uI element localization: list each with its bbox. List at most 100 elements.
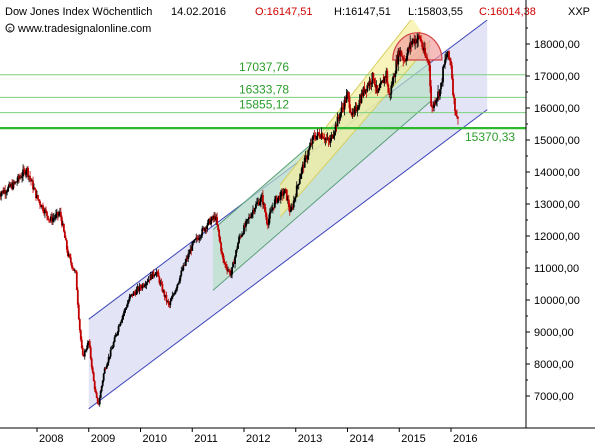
candle-body: [456, 115, 458, 117]
candle-body: [223, 259, 225, 263]
candle-body: [5, 192, 8, 194]
candle-body: [131, 294, 134, 296]
candle-body: [395, 60, 398, 74]
candle-body: [241, 234, 243, 237]
candle-body: [6, 191, 9, 193]
candle-body: [41, 205, 43, 208]
candle-body: [56, 212, 58, 215]
candle-body: [38, 199, 40, 202]
candle-body: [362, 87, 365, 96]
candle-body: [95, 392, 98, 398]
steep-channel-fill: [280, 20, 431, 217]
candle-body: [154, 274, 157, 276]
candle-body: [100, 385, 103, 392]
candle-body: [45, 209, 47, 212]
candle-body: [405, 59, 408, 61]
candle-body: [141, 284, 144, 289]
candle-body: [366, 85, 369, 92]
candle-body: [2, 190, 5, 194]
candle-body: [9, 183, 12, 187]
candle-body: [112, 342, 115, 347]
candle-body: [19, 177, 21, 179]
candle-body: [1, 190, 4, 194]
candle-body: [384, 77, 387, 78]
candle-body: [221, 251, 224, 254]
candle-body: [75, 271, 78, 291]
candle-body: [350, 112, 353, 115]
candle-body: [0, 193, 3, 197]
candle-body: [402, 57, 405, 61]
candle-body: [82, 354, 85, 357]
candle-body: [448, 51, 450, 59]
candle-body: [102, 373, 105, 381]
candle-body: [121, 315, 124, 321]
candle-body: [202, 227, 205, 229]
high-value: H:16147,51: [334, 6, 391, 18]
candle-body: [335, 124, 338, 127]
candle-body: [20, 177, 22, 179]
candle-body: [427, 60, 430, 62]
candle-body: [263, 204, 266, 212]
candle-body: [77, 304, 80, 320]
candle-body: [106, 362, 109, 366]
copyright-icon-glyph: c: [8, 26, 12, 33]
candle-body: [93, 381, 96, 390]
candle-body: [336, 116, 339, 127]
candle-body: [217, 224, 220, 230]
candle-body: [376, 85, 379, 93]
candle-body: [72, 268, 75, 271]
candle-body: [358, 99, 361, 107]
candle-body: [418, 35, 421, 37]
candle-body: [55, 214, 57, 218]
x-tick-label: 2009: [91, 433, 115, 445]
candle-body: [139, 285, 142, 288]
candle-body: [420, 39, 423, 42]
candle-body: [348, 97, 351, 109]
candle-body: [218, 229, 221, 237]
candle-body: [145, 282, 148, 286]
candle-body: [246, 219, 248, 221]
steep-channel-lower-line: [279, 43, 431, 218]
candle-body: [213, 216, 216, 219]
candle-body: [325, 138, 328, 140]
candle-body: [444, 59, 446, 65]
candle-body: [239, 236, 241, 238]
candle-body: [313, 135, 316, 138]
candle-body: [341, 107, 344, 109]
candle-body: [174, 290, 177, 294]
candle-body: [371, 72, 374, 84]
candle-body: [71, 267, 74, 269]
candle-body: [382, 80, 385, 84]
candle-body: [378, 87, 381, 91]
candle-body: [415, 39, 418, 43]
candle-body: [394, 73, 397, 78]
candle-body: [13, 182, 16, 184]
candle-body: [91, 367, 94, 373]
candle-body: [401, 56, 404, 58]
candle-body: [390, 85, 393, 95]
candle-body: [414, 39, 417, 44]
candle-body: [222, 253, 225, 260]
candle-body: [256, 202, 258, 205]
candle-body: [28, 175, 30, 177]
candle-body: [144, 285, 147, 286]
candle-body: [314, 137, 317, 140]
candle-body: [351, 112, 354, 115]
candle-body: [379, 83, 382, 88]
candle-body: [86, 342, 89, 349]
candle-body: [208, 218, 211, 221]
candle-body: [396, 60, 399, 65]
candle-body: [417, 35, 420, 40]
candle-body: [333, 132, 336, 136]
candle-body: [426, 57, 429, 61]
candle-body: [130, 294, 133, 296]
candle-body: [226, 267, 228, 271]
candle-body: [30, 178, 32, 182]
candle-body: [101, 380, 104, 386]
candle-body: [252, 209, 254, 214]
candle-body: [331, 134, 334, 139]
candle-body: [305, 156, 308, 160]
candle-body: [375, 85, 378, 88]
candle-body: [284, 189, 287, 190]
candle-body: [193, 239, 196, 243]
